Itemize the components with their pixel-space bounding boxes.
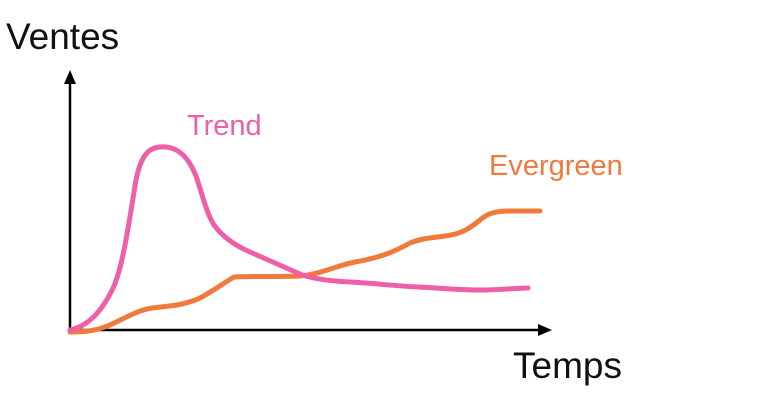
y-axis-title: Ventes (6, 16, 119, 57)
evergreen-curve (67, 208, 543, 335)
x-axis-arrowhead (538, 324, 552, 336)
trend-label: Trend (187, 110, 262, 142)
x-axis-title: Temps (513, 345, 622, 386)
axes (64, 70, 552, 336)
evergreen-label: Evergreen (489, 150, 623, 182)
trend-curve (67, 144, 531, 333)
y-axis-arrowhead (64, 70, 76, 84)
